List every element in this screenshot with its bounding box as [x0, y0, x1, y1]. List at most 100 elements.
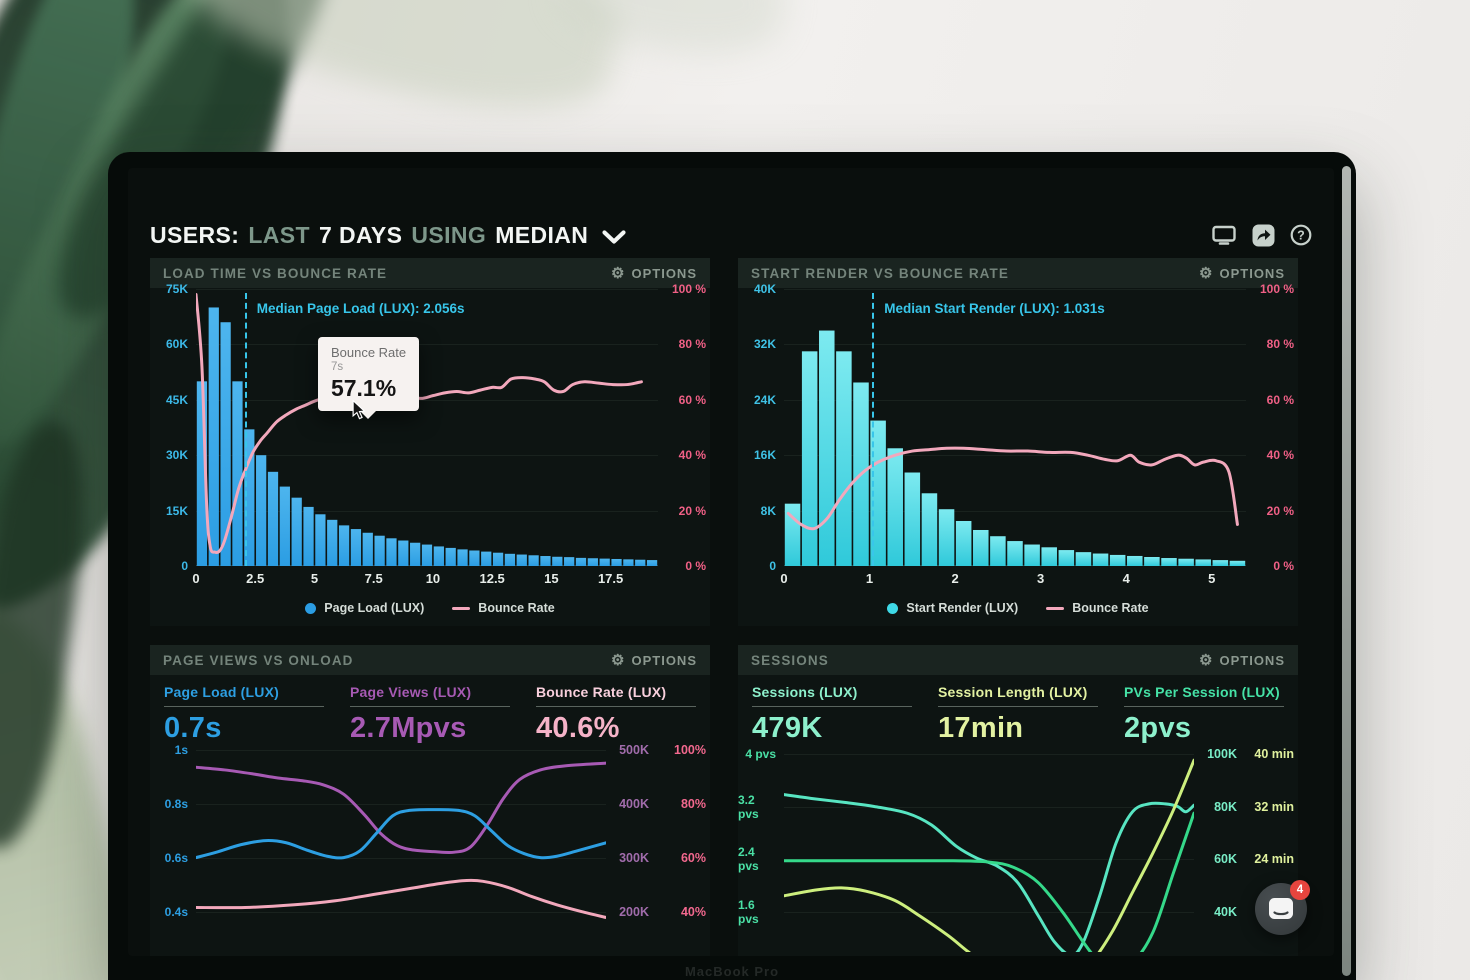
y-tick-label: 8K [760, 503, 776, 518]
title-part: USERS: [150, 221, 240, 248]
metric: Page Load (LUX) 0.7s [164, 684, 324, 747]
histogram-bar [244, 429, 255, 566]
y-tick-label: 24K [753, 392, 776, 407]
tooltip-title: Bounce Rate [330, 345, 407, 361]
y-tick-label: 0.4s [164, 904, 188, 919]
histogram-bar [196, 381, 208, 566]
y-axis-left: 1s 0.8s 0.6s 0.4s [150, 743, 196, 952]
gridline [784, 344, 1246, 346]
notification-badge: 4 [1290, 880, 1310, 900]
options-button[interactable]: ⚙ OPTIONS [611, 264, 697, 282]
chart-plot[interactable]: Median Start Render (LUX): 1.031s [784, 289, 1246, 566]
chart-plot[interactable]: Median Page Load (LUX): 2.056s Bounce Rat… [196, 289, 658, 566]
chevron-down-icon[interactable] [601, 229, 627, 246]
y-tick-label: 0.6s [164, 850, 188, 865]
users-timerange-dropdown[interactable]: USERS: LAST 7 DAYS USING MEDIAN [150, 222, 627, 249]
y-tick-label: 40 % [1266, 448, 1294, 463]
legend-item: Bounce Rate [1046, 601, 1149, 615]
y-tick-label: 0 % [1273, 559, 1294, 573]
histogram-bar [587, 558, 598, 566]
histogram-bar [303, 506, 314, 566]
metric: Session Length (LUX) 17min [938, 684, 1098, 747]
gridline [784, 912, 1194, 914]
y-tick-label: 500K [619, 742, 649, 757]
metric-value: 479K [752, 712, 823, 744]
y-tick-row: 60K 24 min [1195, 852, 1294, 866]
histogram-bar [267, 471, 279, 566]
histogram-bar [1109, 554, 1126, 566]
histogram-bar [1229, 560, 1246, 566]
macbook-bezel-label: MacBook Pro [684, 964, 780, 979]
panel-load-time-vs-bounce-rate: LOAD TIME VS BOUNCE RATE ⚙ OPTIONS 75K 60… [150, 258, 710, 626]
tooltip-subtitle: 7s [330, 361, 344, 374]
y-tick-row: 400K 80% [607, 797, 706, 811]
y-tick-label: 20 % [678, 503, 706, 518]
histogram-bar [1058, 550, 1075, 566]
share-icon[interactable] [1252, 224, 1275, 247]
options-button[interactable]: ⚙ OPTIONS [1199, 264, 1285, 282]
metric-divider [1124, 706, 1284, 707]
histogram-bar [904, 472, 921, 566]
chat-icon [1269, 898, 1293, 919]
histogram-bar [315, 514, 326, 566]
y-tick-label: 32K [753, 337, 776, 352]
x-tick-label: 0 [780, 571, 788, 586]
histogram-bar [819, 330, 835, 566]
title-part: 7 DAYS [318, 221, 403, 248]
y-tick-label: 30K [165, 448, 188, 463]
series-line [784, 793, 1194, 952]
histogram-bar [386, 538, 397, 566]
histogram-bar [362, 532, 373, 566]
legend-swatch [1046, 606, 1065, 610]
intercom-launcher[interactable]: 4 [1255, 880, 1310, 935]
histogram-bar [1127, 555, 1143, 566]
histogram-bar [327, 519, 338, 566]
gridline [196, 289, 658, 290]
metric-label: PVs Per Session (LUX) [1124, 684, 1280, 700]
series-line [784, 811, 1194, 952]
options-button[interactable]: ⚙ OPTIONS [611, 651, 697, 669]
y-tick-label: 32 min [1254, 799, 1294, 814]
metrics-row: Page Load (LUX) 0.7s Page Views (LUX) 2.7Mp… [150, 675, 710, 747]
histogram-bar [887, 448, 903, 566]
panel-title: SESSIONS [751, 652, 829, 668]
y-tick-label: 75K [165, 282, 188, 296]
y-tick-label: 1s [174, 742, 188, 757]
x-tick-label: 10 [425, 571, 441, 586]
title-part: USING [411, 221, 487, 248]
histogram-bar [955, 520, 972, 566]
gridline [784, 455, 1246, 457]
x-tick-label: 3 [1037, 571, 1045, 586]
y-tick-label: 80 % [678, 337, 706, 352]
gridline [196, 399, 658, 401]
chart-plot[interactable] [784, 747, 1194, 952]
metric-label: Page Views (LUX) [350, 684, 472, 700]
histogram-bar [921, 493, 938, 566]
help-icon[interactable]: ? [1290, 224, 1312, 246]
median-marker [244, 293, 247, 566]
display-icon[interactable] [1211, 224, 1237, 246]
histogram-bar [1075, 552, 1092, 566]
histogram-bar [350, 529, 362, 566]
histogram-bar [1178, 558, 1194, 566]
y-tick-label: 45K [165, 392, 188, 407]
legend-item: Bounce Rate [452, 601, 555, 615]
panel-header: START RENDER VS BOUNCE RATE ⚙ OPTIONS [738, 258, 1298, 288]
x-tick-label: 15 [544, 571, 559, 586]
title-part: LAST [248, 221, 310, 248]
y-tick-label: 80K [1214, 799, 1237, 814]
y-tick-row: 80K 32 min [1195, 800, 1294, 814]
y-tick-label: 0 [769, 559, 776, 573]
y-tick-row: 200K 40% [607, 905, 706, 919]
y-tick-row: 500K 100% [607, 743, 706, 757]
gridline [196, 911, 606, 913]
histogram-bar [374, 535, 385, 566]
gridline [196, 344, 658, 346]
histogram-bar [492, 552, 504, 566]
chart-plot[interactable] [196, 747, 606, 952]
histogram-bar [1161, 558, 1177, 566]
histogram-svg [784, 330, 1246, 566]
y-tick-label: 60% [680, 850, 706, 865]
options-button[interactable]: ⚙ OPTIONS [1199, 651, 1285, 669]
